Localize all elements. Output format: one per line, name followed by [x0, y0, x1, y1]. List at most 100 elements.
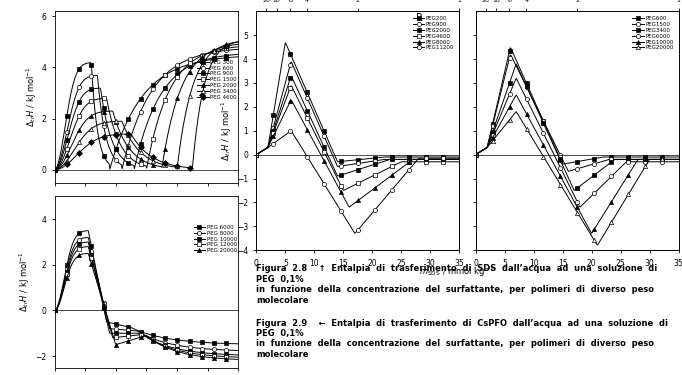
- PEG600: [593, 156, 602, 160]
- PEG11200: [351, 231, 359, 236]
- PEG3400: [644, 157, 652, 162]
- PEG 3400: [163, 164, 171, 168]
- PEG11200: [287, 129, 295, 133]
- PEG4600: [378, 169, 386, 174]
- PEG 8000: [234, 348, 242, 353]
- PEG 1500: [205, 50, 213, 55]
- Legend: PEG200, PEG900, PEG2000, PEG4600, PEG8000, PEG11200: PEG200, PEG900, PEG2000, PEG4600, PEG800…: [411, 14, 456, 52]
- PEG200: [282, 40, 290, 45]
- Legend: PEG 6000, PEG 8000, PEG 10000, PEG 12000, PEG 20000: PEG 6000, PEG 8000, PEG 10000, PEG 12000…: [192, 223, 239, 255]
- PEG1500: [594, 160, 602, 165]
- PEG 6000: [51, 308, 59, 312]
- PEG 6000: [160, 336, 168, 340]
- PEG4600: [253, 152, 261, 156]
- PEG2000: [378, 160, 386, 164]
- PEG 8000: [84, 235, 92, 240]
- PEG 1500: [50, 168, 59, 172]
- PEG8000: [456, 157, 464, 162]
- PEG 10000: [51, 308, 59, 312]
- PEG 10000: [234, 353, 242, 357]
- PEG2000: [425, 157, 433, 162]
- PEG6000: [512, 76, 520, 81]
- Line: PEG 6000: PEG 6000: [53, 229, 240, 346]
- PEG 900: [205, 56, 213, 61]
- PEG4600: [287, 84, 295, 88]
- PEG3400: [593, 171, 602, 175]
- PEG6000: [644, 159, 652, 164]
- Line: PEG8000: PEG8000: [254, 98, 462, 209]
- PEG 600: [217, 49, 225, 53]
- PEG8000: [252, 152, 261, 157]
- PEG 8000: [51, 308, 59, 312]
- PEG 300: [234, 55, 242, 59]
- PEG900: [374, 158, 383, 162]
- PEG 12000: [50, 308, 59, 313]
- PEG 1500: [51, 167, 59, 172]
- PEG3400: [597, 168, 606, 172]
- PEG 4600: [160, 160, 168, 165]
- PEG8000: [374, 183, 383, 188]
- Y-axis label: $\Delta_{tr}H$ / kJ mol$^{-1}$: $\Delta_{tr}H$ / kJ mol$^{-1}$: [18, 251, 32, 312]
- PEG 8000: [160, 340, 168, 345]
- PEG 6000: [84, 228, 92, 233]
- PEG 10000: [206, 351, 214, 355]
- PEG 1500: [160, 100, 168, 105]
- PEG600: [644, 155, 652, 159]
- PEG 300: [51, 167, 59, 172]
- PEG 3400: [159, 162, 167, 167]
- PEG1500: [593, 160, 602, 165]
- PEG 8000: [218, 348, 226, 352]
- PEG2000: [252, 152, 261, 157]
- PEG 900: [50, 168, 59, 172]
- PEG 2000: [50, 168, 59, 172]
- Y-axis label: $\Delta_{tr}H$ / kJ mol$^{-1}$: $\Delta_{tr}H$ / kJ mol$^{-1}$: [24, 66, 39, 128]
- PEG600: [472, 152, 480, 156]
- PEG 2000: [205, 50, 213, 55]
- PEG4600: [252, 152, 261, 157]
- PEG 4600: [163, 161, 171, 166]
- PEG 20000: [234, 357, 242, 362]
- Line: PEG 3400: PEG 3400: [53, 40, 240, 172]
- PEG 1500: [163, 93, 171, 98]
- PEG3400: [570, 188, 578, 192]
- PEG900: [374, 158, 382, 163]
- PEG 600: [51, 167, 59, 172]
- PEG4600: [425, 159, 433, 164]
- PEG2000: [253, 152, 261, 156]
- PEG6000: [576, 205, 584, 209]
- PEG 2000: [163, 137, 171, 141]
- Legend: PEG 300, PEG 600, PEG 900, PEG 1500, PEG 2000, PEG 3400, PEG 4600: PEG 300, PEG 600, PEG 900, PEG 1500, PEG…: [195, 57, 239, 102]
- PEG200: [425, 155, 433, 159]
- PEG 1500: [159, 102, 167, 107]
- PEG 12000: [51, 308, 59, 312]
- PEG20000: [471, 152, 479, 157]
- PEG900: [333, 164, 342, 169]
- Line: PEG10000: PEG10000: [473, 93, 681, 236]
- Line: PEG 20000: PEG 20000: [53, 251, 240, 362]
- PEG3400: [512, 62, 520, 66]
- PEG900: [253, 152, 261, 156]
- PEG900: [287, 60, 295, 64]
- PEG11200: [425, 156, 433, 160]
- PEG 2000: [234, 42, 242, 46]
- PEG1500: [565, 169, 573, 174]
- PEG 20000: [160, 344, 168, 349]
- PEG1500: [657, 157, 665, 162]
- PEG 300: [217, 56, 225, 60]
- PEG8000: [345, 205, 353, 209]
- PEG 300: [50, 168, 59, 172]
- PEG 12000: [160, 344, 168, 348]
- PEG20000: [593, 243, 602, 247]
- Line: PEG 2000: PEG 2000: [53, 42, 240, 172]
- Text: R: R: [416, 13, 423, 23]
- PEG200: [252, 152, 261, 157]
- PEG 4600: [217, 48, 225, 52]
- PEG 900: [51, 167, 59, 172]
- PEG4600: [374, 171, 383, 175]
- PEG 20000: [51, 308, 59, 312]
- PEG6000: [471, 152, 479, 157]
- Line: PEG200: PEG200: [254, 40, 462, 164]
- PEG 12000: [84, 244, 92, 249]
- PEG900: [425, 157, 433, 162]
- Line: PEG600: PEG600: [473, 46, 681, 166]
